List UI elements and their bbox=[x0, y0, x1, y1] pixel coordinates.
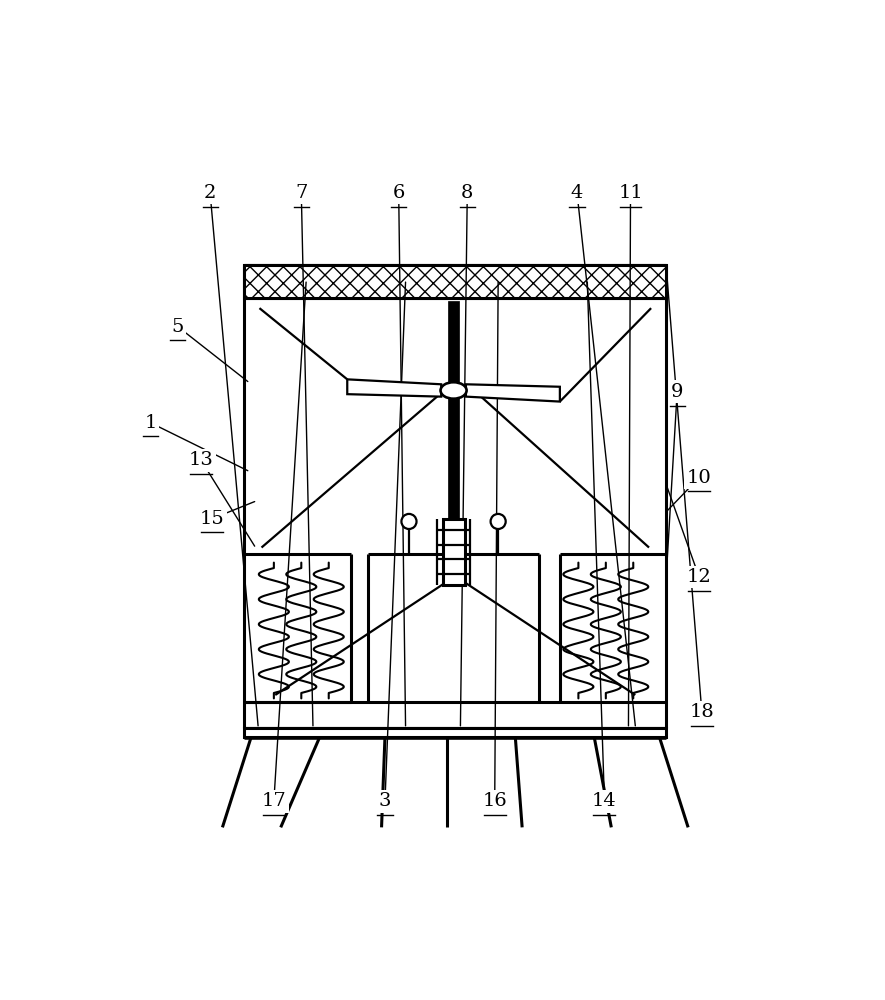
Bar bbox=[442, 519, 465, 585]
Text: 5: 5 bbox=[172, 318, 184, 336]
Polygon shape bbox=[347, 379, 442, 397]
Text: 3: 3 bbox=[379, 792, 391, 810]
Text: 11: 11 bbox=[618, 184, 643, 202]
Text: 7: 7 bbox=[295, 184, 307, 202]
Text: 12: 12 bbox=[687, 568, 712, 586]
Text: 15: 15 bbox=[200, 510, 225, 528]
Bar bbox=[448, 301, 459, 554]
Text: 4: 4 bbox=[571, 184, 583, 202]
Text: 18: 18 bbox=[689, 703, 714, 721]
Text: 1: 1 bbox=[144, 414, 157, 432]
Bar bbox=[244, 265, 666, 298]
Ellipse shape bbox=[441, 382, 466, 399]
Text: 8: 8 bbox=[461, 184, 473, 202]
Circle shape bbox=[402, 514, 417, 529]
Text: 16: 16 bbox=[482, 792, 507, 810]
Text: 6: 6 bbox=[393, 184, 404, 202]
Text: 17: 17 bbox=[261, 792, 286, 810]
Circle shape bbox=[490, 514, 505, 529]
Text: 9: 9 bbox=[671, 383, 683, 401]
Text: 10: 10 bbox=[687, 469, 712, 487]
Text: 13: 13 bbox=[189, 451, 213, 469]
Polygon shape bbox=[466, 384, 560, 402]
Text: 2: 2 bbox=[204, 184, 216, 202]
Bar bbox=[244, 728, 666, 737]
Text: 14: 14 bbox=[592, 792, 617, 810]
